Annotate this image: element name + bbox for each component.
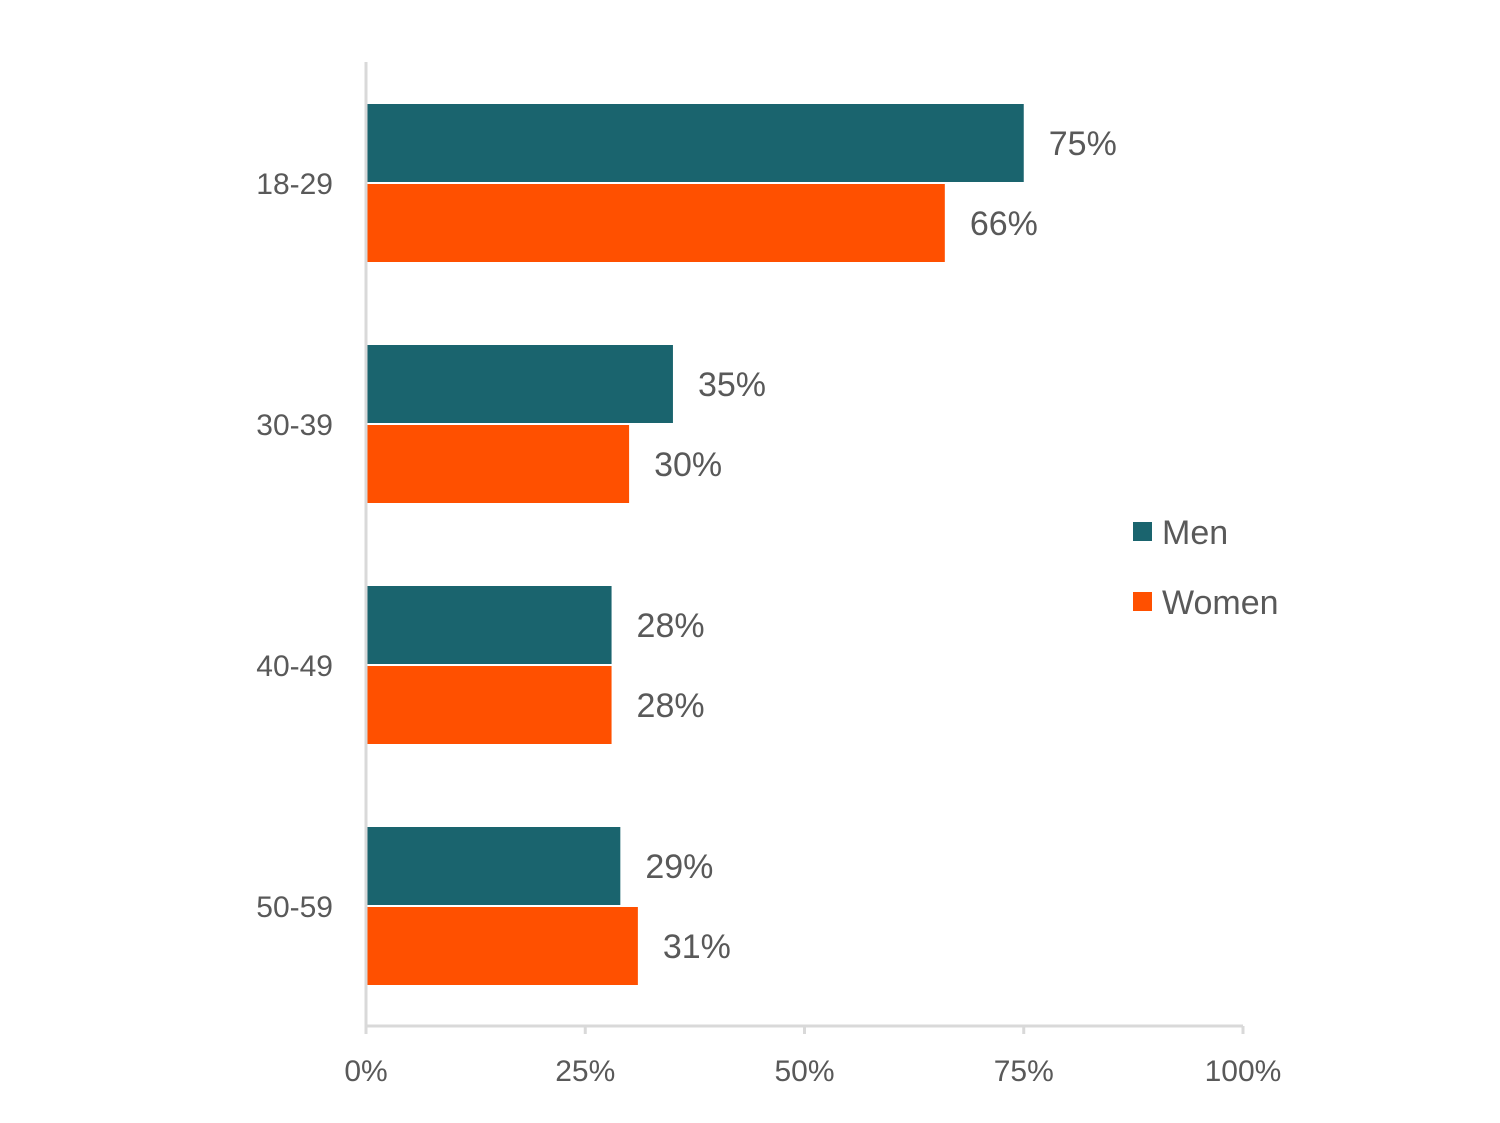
legend-swatch-women <box>1133 592 1152 611</box>
x-tick-label-50: 50% <box>774 1055 834 1088</box>
x-tick-label-0: 0% <box>344 1055 387 1088</box>
legend-label-women: Women <box>1162 584 1279 622</box>
legend: Men Women <box>1133 514 1279 622</box>
bar-women-30-39 <box>366 425 630 503</box>
data-label-men-18-29: 75% <box>1049 125 1117 163</box>
x-tick-label-100: 100% <box>1205 1055 1282 1088</box>
category-label-40-49: 40-49 <box>256 650 333 683</box>
data-label-men-40-49: 28% <box>637 607 705 645</box>
bar-women-50-59 <box>366 907 638 985</box>
data-label-women-50-59: 31% <box>663 928 731 966</box>
legend-label-men: Men <box>1162 514 1228 552</box>
category-label-18-29: 18-29 <box>256 168 333 201</box>
category-label-30-39: 30-39 <box>256 409 333 442</box>
x-tick-label-75: 75% <box>994 1055 1054 1088</box>
bar-men-40-49 <box>366 586 612 664</box>
bar-men-30-39 <box>366 345 673 423</box>
data-label-women-18-29: 66% <box>970 205 1038 243</box>
data-label-women-40-49: 28% <box>637 687 705 725</box>
bars-layer <box>366 104 1024 985</box>
category-label-50-59: 50-59 <box>256 891 333 924</box>
bar-women-40-49 <box>366 666 612 744</box>
data-label-women-30-39: 30% <box>654 446 722 484</box>
axes-layer: 18-29 30-39 40-49 50-59 0% 25% 50% 75% 100% <box>256 62 1281 1088</box>
data-labels-layer: 75% 66% 35% 30% 28% 28% 29% 31% <box>637 125 1117 966</box>
data-label-men-30-39: 35% <box>698 366 766 404</box>
bar-men-18-29 <box>366 104 1024 182</box>
data-label-men-50-59: 29% <box>645 848 713 886</box>
x-tick-label-25: 25% <box>555 1055 615 1088</box>
bar-women-18-29 <box>366 184 945 262</box>
bar-men-50-59 <box>366 827 621 905</box>
legend-swatch-men <box>1133 522 1152 541</box>
